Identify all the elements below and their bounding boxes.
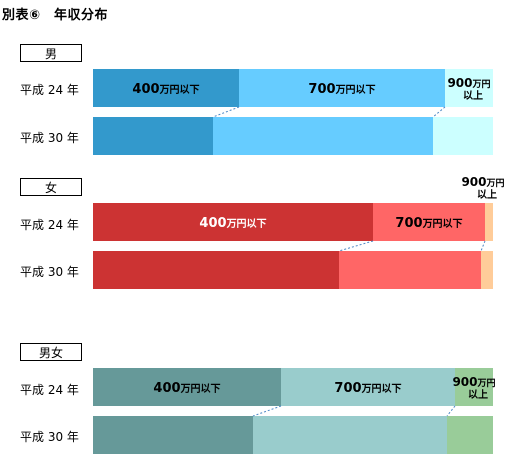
panel-label-male: 男 <box>20 44 82 62</box>
connector-female-1 <box>338 240 374 252</box>
panel-label-both: 男女 <box>20 343 82 361</box>
bar-male-row2-seg2 <box>213 117 433 155</box>
bar-female-row2-seg2 <box>339 251 481 289</box>
connector-both-2 <box>446 405 456 417</box>
segment-label-female-2-line2: 以上 <box>477 188 497 201</box>
segment-label-both-0: 400万円以下 <box>153 381 220 396</box>
bar-both-row2-seg2 <box>253 416 447 454</box>
year-label-female-2018: 平成 30 年 <box>20 265 79 279</box>
segment-label-both-2-line1: 900万円 <box>452 375 495 389</box>
year-label-both-2012: 平成 24 年 <box>20 383 79 397</box>
year-label-male-2012: 平成 24 年 <box>20 83 79 97</box>
bar-both-row1-seg2 <box>281 368 455 406</box>
bar-both-row1-seg3 <box>455 368 493 406</box>
segment-label-male-0: 400万円以下 <box>132 82 199 97</box>
segment-label-male-2-line1: 900万円 <box>447 76 490 90</box>
bar-both-row2-seg3 <box>447 416 493 454</box>
bar-male-row2-seg3 <box>433 117 493 155</box>
bar-female-row1-seg3 <box>485 203 493 241</box>
segment-label-both-1: 700万円以下 <box>334 381 401 396</box>
segment-label-male-2-line2: 以上 <box>463 89 483 102</box>
year-label-both-2018: 平成 30 年 <box>20 430 79 444</box>
segment-label-female-2-line1: 900万円 <box>461 175 504 189</box>
bar-both-row2-seg1 <box>93 416 253 454</box>
connector-both-1 <box>252 405 282 417</box>
bar-male-row1-seg2 <box>239 69 445 107</box>
segment-label-male-1: 700万円以下 <box>308 82 375 97</box>
bar-both-row1-seg1 <box>93 368 281 406</box>
bar-male-row1-seg1 <box>93 69 239 107</box>
bar-male-row2-seg1 <box>93 117 213 155</box>
bar-female-row2-seg1 <box>93 251 339 289</box>
segment-label-female-0: 400万円以下 <box>199 216 266 231</box>
connector-male-2 <box>432 106 446 118</box>
year-label-male-2018: 平成 30 年 <box>20 131 79 145</box>
bar-female-row2-seg3 <box>481 251 493 289</box>
connector-male-1 <box>212 106 240 118</box>
segment-label-female-1: 700万円以下 <box>395 216 462 231</box>
year-label-female-2012: 平成 24 年 <box>20 218 79 232</box>
bar-female-row1-seg2 <box>373 203 485 241</box>
segment-label-both-2-line2: 以上 <box>468 388 488 401</box>
connector-female-2 <box>480 240 486 252</box>
bar-male-row1-seg3 <box>445 69 493 107</box>
bar-female-row1-seg1 <box>93 203 373 241</box>
panel-label-female: 女 <box>20 178 82 196</box>
page-title: 別表⑥ 年収分布 <box>2 8 109 23</box>
